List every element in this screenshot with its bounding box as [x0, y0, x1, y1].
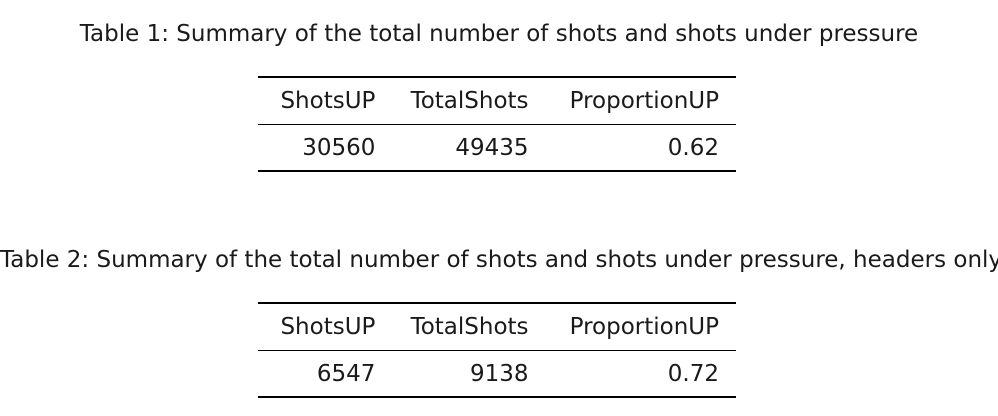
cell-totalshots: 9138 — [392, 350, 546, 398]
table-1: ShotsUP TotalShots ProportionUP 30560 49… — [258, 76, 736, 172]
column-header-shotsup: ShotsUP — [258, 76, 393, 125]
cell-proportionup: 0.62 — [545, 124, 736, 172]
cell-proportionup: 0.72 — [545, 350, 736, 398]
column-header-proportionup: ProportionUP — [545, 76, 736, 125]
table-row: 6547 9138 0.72 — [258, 350, 736, 398]
cell-totalshots: 49435 — [392, 124, 546, 172]
table-header-row: ShotsUP TotalShots ProportionUP — [258, 302, 736, 351]
cell-shotsup: 6547 — [258, 350, 393, 398]
column-header-shotsup: ShotsUP — [258, 302, 393, 351]
table-row: 30560 49435 0.62 — [258, 124, 736, 172]
table-2: ShotsUP TotalShots ProportionUP 6547 913… — [258, 302, 736, 398]
column-header-totalshots: TotalShots — [392, 76, 546, 125]
cell-shotsup: 30560 — [258, 124, 393, 172]
column-header-proportionup: ProportionUP — [545, 302, 736, 351]
table-1-caption: Table 1: Summary of the total number of … — [79, 21, 919, 47]
table-2-caption: Table 2: Summary of the total number of … — [0, 247, 998, 273]
column-header-totalshots: TotalShots — [392, 302, 546, 351]
table-header-row: ShotsUP TotalShots ProportionUP — [258, 76, 736, 125]
